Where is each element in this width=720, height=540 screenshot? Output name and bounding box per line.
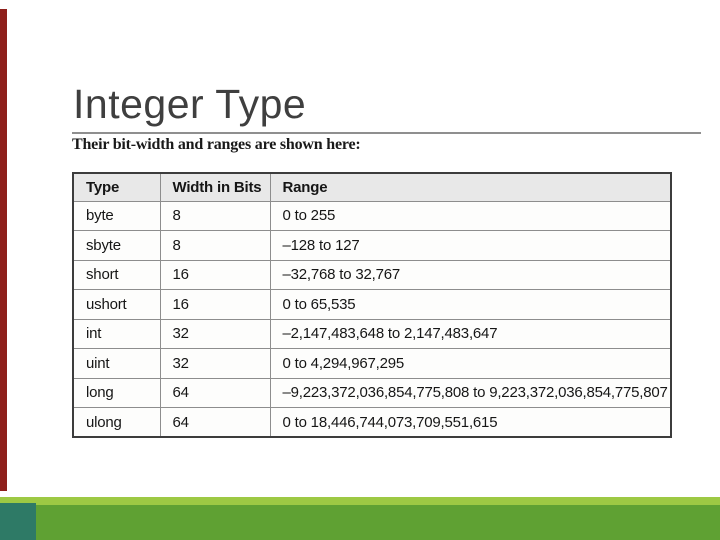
table-row: ushort 16 0 to 65,535 <box>72 289 672 320</box>
table-row: sbyte 8 –128 to 127 <box>72 230 672 261</box>
table-row: ulong 64 0 to 18,446,744,073,709,551,615 <box>72 407 672 438</box>
table-cell: 32 <box>159 318 271 349</box>
table-cell: ulong <box>72 407 161 438</box>
table-cell: 8 <box>159 230 271 261</box>
title-underline <box>72 132 701 134</box>
table-cell: byte <box>72 200 161 231</box>
column-header-width: Width in Bits <box>159 172 271 202</box>
table-cell: 16 <box>159 289 271 320</box>
table-cell: –9,223,372,036,854,775,808 to 9,223,372,… <box>269 377 672 408</box>
table-cell: –2,147,483,648 to 2,147,483,647 <box>269 318 672 349</box>
table-cell: int <box>72 318 161 349</box>
slide-title: Integer Type <box>73 81 307 127</box>
table-cell: 0 to 4,294,967,295 <box>269 348 672 379</box>
table-row: int 32 –2,147,483,648 to 2,147,483,647 <box>72 318 672 349</box>
table-cell: –128 to 127 <box>269 230 672 261</box>
table-row: uint 32 0 to 4,294,967,295 <box>72 348 672 379</box>
table-cell: 0 to 65,535 <box>269 289 672 320</box>
table-cell: 64 <box>159 407 271 438</box>
footer-band-dark <box>0 505 720 540</box>
table-cell: long <box>72 377 161 408</box>
table-cell: 0 to 18,446,744,073,709,551,615 <box>269 407 672 438</box>
column-header-type: Type <box>72 172 161 202</box>
footer-corner-square <box>0 503 36 540</box>
column-header-range: Range <box>269 172 672 202</box>
left-accent-bar <box>0 9 7 491</box>
table-cell: 0 to 255 <box>269 200 672 231</box>
table-row: long 64 –9,223,372,036,854,775,808 to 9,22… <box>72 377 672 408</box>
table-row: short 16 –32,768 to 32,767 <box>72 259 672 290</box>
table-cell: short <box>72 259 161 290</box>
table-cell: 8 <box>159 200 271 231</box>
integer-types-table: Type Width in Bits Range byte 8 0 to 255 sb… <box>72 172 672 438</box>
table-header-row: Type Width in Bits Range <box>72 172 672 202</box>
table-cell: uint <box>72 348 161 379</box>
slide-subtitle: Their bit-width and ranges are shown her… <box>72 136 361 153</box>
footer-band-light <box>0 497 720 505</box>
table-row: byte 8 0 to 255 <box>72 200 672 231</box>
table-cell: 64 <box>159 377 271 408</box>
table-cell: sbyte <box>72 230 161 261</box>
table-cell: 16 <box>159 259 271 290</box>
table-cell: 32 <box>159 348 271 379</box>
table-body: byte 8 0 to 255 sbyte 8 –128 to 127 short 16 –32… <box>72 200 672 438</box>
table-cell: –32,768 to 32,767 <box>269 259 672 290</box>
table-cell: ushort <box>72 289 161 320</box>
